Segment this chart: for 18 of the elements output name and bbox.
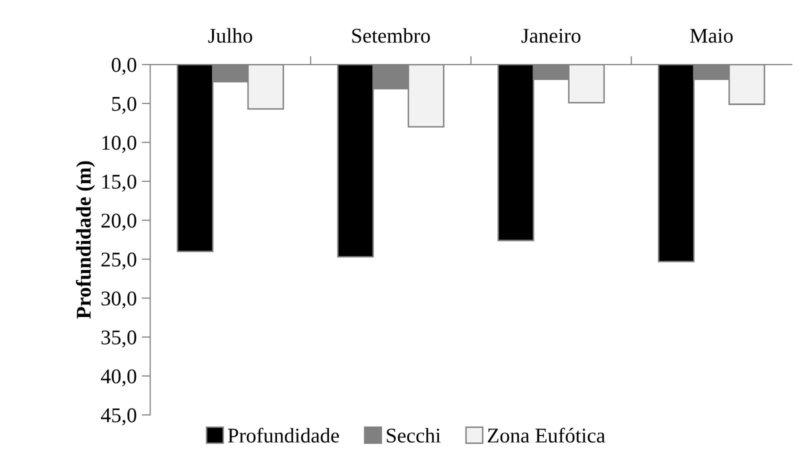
- y-tick-label: 40,0: [100, 369, 136, 386]
- legend-label: Zona Eufótica: [488, 428, 606, 443]
- y-tick-label: 30,0: [102, 291, 136, 309]
- x-tick-label: Maio: [690, 28, 733, 43]
- y-tick-label: 35,0: [102, 330, 136, 348]
- x-tick-label: Julho: [208, 28, 252, 43]
- y-tick-label: 25,0: [101, 252, 136, 270]
- y-tick-label: 15,0: [102, 174, 136, 192]
- y-axis-title: Profundidade (m): [76, 161, 96, 319]
- y-tick-label: 0,0: [112, 58, 136, 75]
- y-tick-label: 45,0: [100, 408, 136, 426]
- legend-label: Profundidade: [228, 428, 339, 443]
- x-tick-label: Setembro: [352, 28, 430, 43]
- y-tick-label: 20,0: [101, 214, 136, 231]
- y-tick-label: 10,0: [102, 136, 136, 153]
- legend-label: Secchi: [386, 428, 441, 443]
- y-tick-label: 5,0: [112, 96, 136, 114]
- x-tick-label: Janeiro: [522, 28, 580, 43]
